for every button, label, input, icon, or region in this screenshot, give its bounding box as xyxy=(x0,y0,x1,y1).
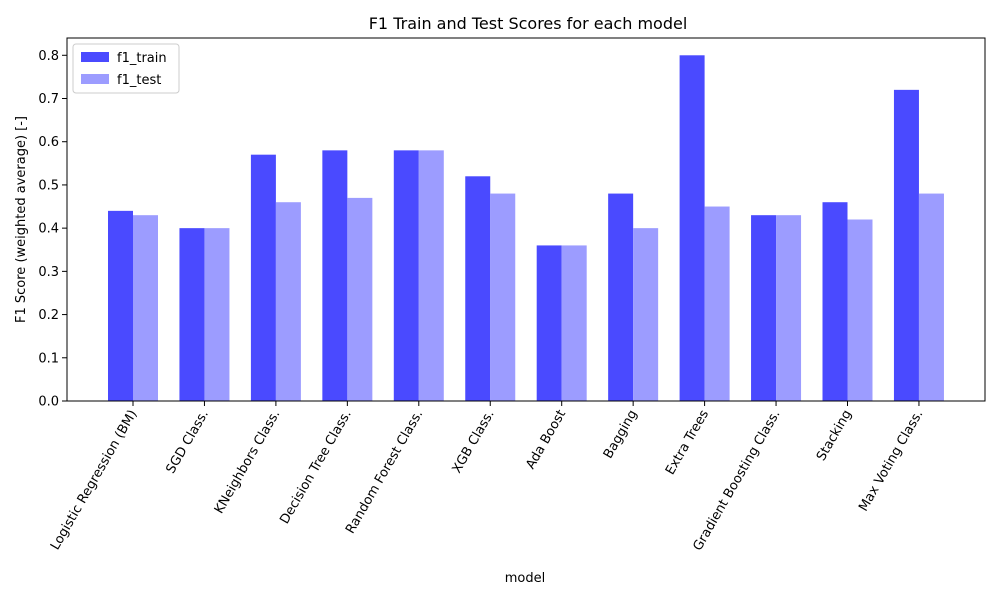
bar-f1_train xyxy=(465,176,491,401)
bar-f1_test xyxy=(918,193,944,401)
bar-f1_test xyxy=(776,215,802,401)
y-tick-label: 0.6 xyxy=(38,135,59,150)
y-tick-label: 0.4 xyxy=(38,222,59,237)
bar-f1_train xyxy=(393,150,419,401)
bar-f1_train xyxy=(250,154,276,401)
bar-f1_train xyxy=(608,193,634,401)
legend-label: f1_train xyxy=(117,51,167,66)
chart-title: F1 Train and Test Scores for each model xyxy=(369,14,688,33)
y-tick-label: 0.0 xyxy=(38,395,59,410)
x-tick-label: Stacking xyxy=(814,408,855,464)
bar-f1_train xyxy=(536,245,562,401)
y-axis: 0.0 0.1 0.2 0.3 0.4 0.5 0.6 0.7 0.8 xyxy=(38,49,67,410)
bar-f1_test xyxy=(704,206,730,401)
x-tick-label: Logistic Regression (BM) xyxy=(48,408,141,553)
bar-f1_train xyxy=(893,89,919,401)
x-tick-label: Bagging xyxy=(601,408,641,462)
x-tick-label: KNeighbors Class. xyxy=(212,408,284,517)
x-tick-label: Random Forest Class. xyxy=(343,408,426,537)
bar-f1_test xyxy=(490,193,516,401)
bar-f1_train xyxy=(108,210,133,401)
y-tick-label: 0.1 xyxy=(38,351,59,366)
x-tick-label: Gradient Boosting Class. xyxy=(691,408,784,554)
x-tick-label: XGB Class. xyxy=(450,408,498,476)
bar-f1_train xyxy=(751,215,777,401)
bar-f1_test xyxy=(561,245,587,401)
plot-frame xyxy=(66,37,986,402)
y-tick-label: 0.3 xyxy=(38,265,59,280)
legend-swatch xyxy=(81,52,109,62)
y-axis-label: F1 Score (weighted average) [-] xyxy=(14,116,29,323)
legend-label: f1_test xyxy=(117,73,161,88)
bar-f1_test xyxy=(133,215,158,401)
x-tick-label: Extra Trees xyxy=(663,407,712,477)
y-tick-label: 0.7 xyxy=(38,92,59,107)
bar-f1_test xyxy=(633,228,659,401)
x-tick-label: Max Voting Class. xyxy=(856,408,926,515)
y-tick-label: 0.2 xyxy=(38,308,59,323)
bar-f1_test xyxy=(418,150,444,401)
bar-f1_test xyxy=(347,197,373,401)
x-tick-label: Decision Tree Class. xyxy=(277,408,355,527)
x-tick-label: Ada Boost xyxy=(523,408,569,472)
bar-f1_test xyxy=(847,219,873,401)
bar-f1_train xyxy=(679,55,705,402)
bar-f1_train xyxy=(179,228,205,401)
legend: f1_train f1_test xyxy=(72,43,180,94)
y-tick-label: 0.8 xyxy=(38,49,59,64)
bar-f1_train xyxy=(822,202,848,401)
bars-group xyxy=(108,55,944,402)
bar-f1_test xyxy=(204,228,230,401)
legend-swatch xyxy=(81,74,109,84)
bar-f1_train xyxy=(322,150,348,401)
y-tick-label: 0.5 xyxy=(38,178,59,193)
x-axis-label: model xyxy=(505,571,545,586)
x-tick-label: SGD Class. xyxy=(164,408,212,477)
x-axis: Logistic Regression (BM) SGD Class. KNeigh… xyxy=(48,401,926,554)
bar-f1_test xyxy=(275,202,301,401)
